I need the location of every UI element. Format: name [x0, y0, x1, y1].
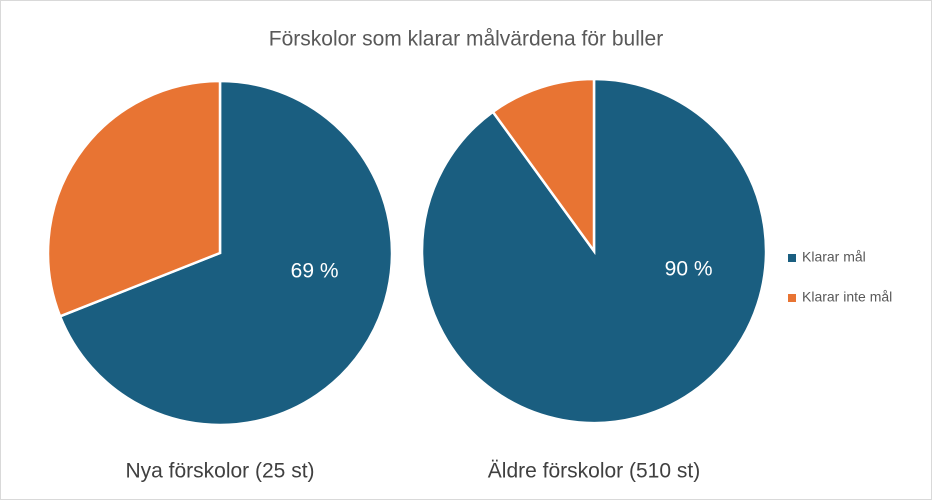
pie-slice: [420, 77, 768, 425]
chart-title: Förskolor som klarar målvärdena för bull…: [269, 28, 663, 51]
pie-slice: [58, 79, 394, 427]
pie-title: Nya förskolor (25 st): [125, 460, 314, 483]
data-label: 69 %: [291, 259, 339, 282]
legend-swatch: [788, 294, 796, 302]
data-label: 90 %: [665, 257, 713, 280]
legend-label: Klarar mål: [802, 249, 866, 265]
pie-slice: [491, 77, 596, 255]
pie-slice: [46, 79, 222, 318]
pie-title: Äldre förskolor (510 st): [488, 460, 700, 483]
legend-label: Klarar inte mål: [802, 289, 892, 305]
legend-swatch: [788, 254, 796, 262]
